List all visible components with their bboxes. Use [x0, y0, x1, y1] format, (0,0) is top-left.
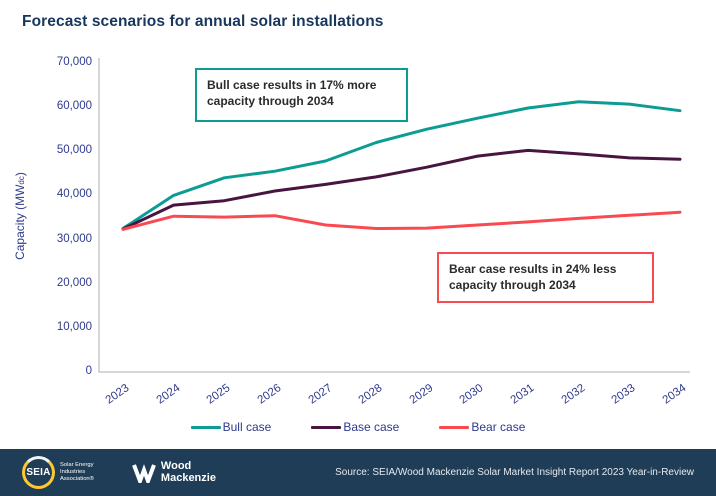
- legend-label-bull-case: Bull case: [222, 420, 272, 434]
- seia-tagline-line3: Association®: [60, 476, 94, 483]
- y-tick-label: 30,000: [56, 232, 92, 245]
- legend-item-bull-case: Bull case: [190, 420, 272, 434]
- footer-bar: SEIA Solar Energy Industries Association…: [0, 449, 716, 496]
- bear-case-line-marker: [439, 425, 470, 429]
- base-case-line-marker: [311, 425, 342, 429]
- seia-tagline-line2: Industries: [60, 468, 86, 475]
- source-credit: Source: SEIA/Wood Mackenzie Solar Market…: [335, 467, 694, 478]
- seia-logo: SEIA Solar Energy Industries Association…: [22, 456, 94, 489]
- seia-logo-icon: SEIA: [22, 456, 55, 489]
- bull-case-line-marker: [190, 425, 221, 429]
- seia-tagline: Solar Energy Industries Association®: [60, 462, 94, 484]
- bear-case-annotation-text: Bear case results in 24% less capacity t…: [449, 262, 617, 292]
- series-line-bear-case: [121, 210, 682, 231]
- y-axis-title: Capacity (MWdc): [13, 162, 27, 270]
- woodmac-line2: Mackenzie: [160, 471, 216, 484]
- bull-case-annotation: Bull case results in 17% more capacity t…: [195, 68, 408, 122]
- series-line-bull-case: [121, 100, 682, 230]
- y-axis-title-close: ): [13, 172, 27, 177]
- woodmac-line1: Wood: [160, 459, 192, 472]
- bear-case-annotation: Bear case results in 24% less capacity t…: [437, 252, 654, 303]
- page-title: Forecast scenarios for annual solar inst…: [22, 13, 384, 30]
- y-tick-label: 10,000: [56, 320, 92, 333]
- wood-mackenzie-w-icon: [132, 463, 156, 483]
- y-axis-title-text: Capacity (MW: [13, 184, 27, 260]
- line-chart: [98, 58, 690, 373]
- y-axis-title-subscript: dc: [17, 176, 26, 185]
- wood-mackenzie-logo: Wood Mackenzie: [132, 459, 216, 485]
- legend: Bull case Base case Bear case: [0, 416, 716, 438]
- seia-tagline-line1: Solar Energy: [60, 461, 94, 468]
- y-tick-label: 0: [85, 365, 92, 377]
- axis-line: [98, 58, 690, 373]
- legend-item-bear-case: Bear case: [439, 420, 525, 434]
- y-tick-label: 20,000: [56, 276, 92, 289]
- series-line-base-case: [121, 148, 682, 231]
- chart-area: Forecast scenarios for annual solar inst…: [0, 13, 716, 438]
- y-tick-label: 40,000: [56, 188, 92, 201]
- wood-mackenzie-wordmark: Wood Mackenzie: [160, 459, 216, 485]
- legend-label-base-case: Base case: [343, 420, 400, 434]
- legend-item-base-case: Base case: [311, 420, 399, 434]
- legend-label-bear-case: Bear case: [471, 420, 526, 434]
- y-tick-label: 50,000: [56, 144, 92, 157]
- y-tick-label: 60,000: [56, 100, 92, 113]
- bull-case-annotation-text: Bull case results in 17% more capacity t…: [207, 78, 377, 108]
- y-tick-label: 70,000: [56, 56, 92, 68]
